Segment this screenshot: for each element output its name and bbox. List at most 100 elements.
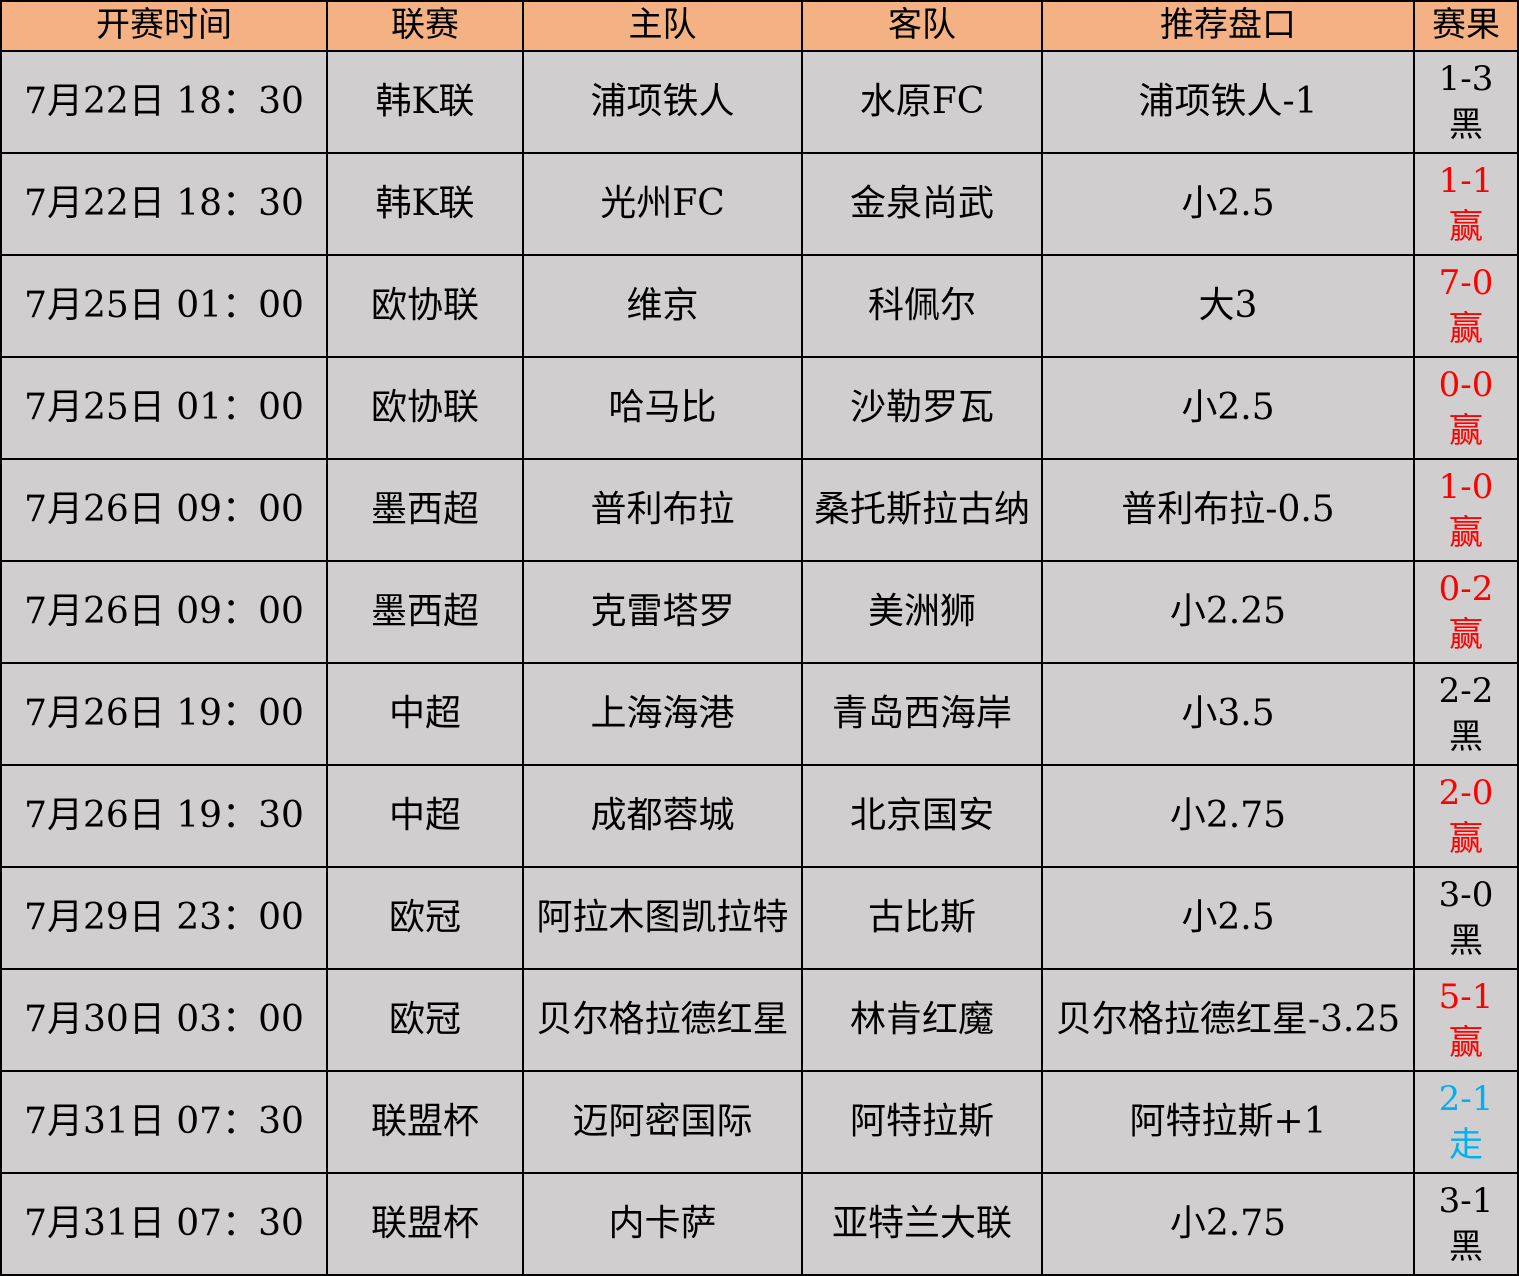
result-score: 7-0: [1438, 263, 1494, 303]
cell-time: 7月26日 09：00: [2, 460, 326, 560]
cell-handicap: 小2.75: [1043, 766, 1413, 866]
result-score: 2-2: [1438, 671, 1494, 711]
result-score: 1-0: [1438, 467, 1494, 507]
cell-league: 联盟杯: [328, 1174, 522, 1274]
cell-result: 2-2 黑: [1415, 664, 1517, 764]
cell-handicap: 小2.75: [1043, 1174, 1413, 1274]
cell-league: 欧协联: [328, 256, 522, 356]
column-header-league: 联赛: [328, 2, 522, 50]
column-header-handicap: 推荐盘口: [1043, 2, 1413, 50]
result-verdict: 黑: [1449, 717, 1483, 757]
cell-home-team: 阿拉木图凯拉特: [524, 868, 801, 968]
cell-away-team: 阿特拉斯: [803, 1072, 1041, 1172]
cell-league: 联盟杯: [328, 1072, 522, 1172]
cell-time: 7月25日 01：00: [2, 256, 326, 356]
cell-time: 7月30日 03：00: [2, 970, 326, 1070]
cell-result: 1-3 黑: [1415, 52, 1517, 152]
cell-time: 7月22日 18：30: [2, 154, 326, 254]
result-score: 3-0: [1438, 875, 1494, 915]
cell-home-team: 维京: [524, 256, 801, 356]
cell-time: 7月22日 18：30: [2, 52, 326, 152]
cell-handicap: 普利布拉-0.5: [1043, 460, 1413, 560]
cell-away-team: 水原FC: [803, 52, 1041, 152]
column-header-home: 主队: [524, 2, 801, 50]
result-score: 0-2: [1438, 569, 1494, 609]
cell-time: 7月29日 23：00: [2, 868, 326, 968]
cell-away-team: 亚特兰大联: [803, 1174, 1041, 1274]
result-score: 2-1: [1438, 1079, 1494, 1119]
cell-time: 7月26日 09：00: [2, 562, 326, 662]
result-score: 2-0: [1438, 773, 1494, 813]
result-score: 1-3: [1438, 59, 1494, 99]
cell-away-team: 金泉尚武: [803, 154, 1041, 254]
cell-home-team: 普利布拉: [524, 460, 801, 560]
cell-time: 7月31日 07：30: [2, 1072, 326, 1172]
result-verdict: 赢: [1449, 615, 1483, 655]
cell-handicap: 阿特拉斯+1: [1043, 1072, 1413, 1172]
cell-time: 7月25日 01：00: [2, 358, 326, 458]
cell-result: 2-0 赢: [1415, 766, 1517, 866]
cell-handicap: 小2.5: [1043, 154, 1413, 254]
cell-away-team: 北京国安: [803, 766, 1041, 866]
cell-result: 2-1 走: [1415, 1072, 1517, 1172]
cell-league: 墨西超: [328, 460, 522, 560]
column-header-away: 客队: [803, 2, 1041, 50]
cell-home-team: 内卡萨: [524, 1174, 801, 1274]
result-verdict: 赢: [1449, 819, 1483, 859]
cell-result: 5-1 赢: [1415, 970, 1517, 1070]
result-verdict: 赢: [1449, 411, 1483, 451]
cell-home-team: 成都蓉城: [524, 766, 801, 866]
cell-league: 墨西超: [328, 562, 522, 662]
cell-result: 7-0 赢: [1415, 256, 1517, 356]
cell-handicap: 浦项铁人-1: [1043, 52, 1413, 152]
result-verdict: 赢: [1449, 1023, 1483, 1063]
cell-result: 3-1 黑: [1415, 1174, 1517, 1274]
cell-away-team: 古比斯: [803, 868, 1041, 968]
cell-result: 3-0 黑: [1415, 868, 1517, 968]
cell-home-team: 克雷塔罗: [524, 562, 801, 662]
cell-time: 7月26日 19：00: [2, 664, 326, 764]
cell-handicap: 小2.5: [1043, 358, 1413, 458]
cell-away-team: 青岛西海岸: [803, 664, 1041, 764]
cell-away-team: 桑托斯拉古纳: [803, 460, 1041, 560]
cell-league: 韩K联: [328, 154, 522, 254]
cell-league: 欧冠: [328, 868, 522, 968]
cell-handicap: 小3.5: [1043, 664, 1413, 764]
cell-result: 0-0 赢: [1415, 358, 1517, 458]
column-header-result: 赛果: [1415, 2, 1517, 50]
result-score: 1-1: [1438, 161, 1494, 201]
cell-home-team: 上海海港: [524, 664, 801, 764]
cell-time: 7月26日 19：30: [2, 766, 326, 866]
cell-home-team: 贝尔格拉德红星: [524, 970, 801, 1070]
result-score: 3-1: [1438, 1181, 1494, 1221]
column-header-time: 开赛时间: [2, 2, 326, 50]
cell-home-team: 浦项铁人: [524, 52, 801, 152]
result-verdict: 黑: [1449, 1227, 1483, 1267]
result-verdict: 赢: [1449, 309, 1483, 349]
cell-handicap: 大3: [1043, 256, 1413, 356]
cell-away-team: 沙勒罗瓦: [803, 358, 1041, 458]
cell-result: 0-2 赢: [1415, 562, 1517, 662]
cell-league: 欧冠: [328, 970, 522, 1070]
cell-away-team: 美洲狮: [803, 562, 1041, 662]
cell-league: 中超: [328, 664, 522, 764]
result-verdict: 黑: [1449, 105, 1483, 145]
cell-league: 欧协联: [328, 358, 522, 458]
cell-away-team: 林肯红魔: [803, 970, 1041, 1070]
cell-league: 韩K联: [328, 52, 522, 152]
cell-handicap: 小2.5: [1043, 868, 1413, 968]
result-verdict: 黑: [1449, 921, 1483, 961]
cell-away-team: 科佩尔: [803, 256, 1041, 356]
cell-result: 1-0 赢: [1415, 460, 1517, 560]
result-verdict: 走: [1449, 1125, 1483, 1165]
result-verdict: 赢: [1449, 207, 1483, 247]
cell-home-team: 迈阿密国际: [524, 1072, 801, 1172]
result-score: 0-0: [1438, 365, 1494, 405]
result-score: 5-1: [1438, 977, 1494, 1017]
cell-home-team: 光州FC: [524, 154, 801, 254]
cell-time: 7月31日 07：30: [2, 1174, 326, 1274]
cell-league: 中超: [328, 766, 522, 866]
cell-home-team: 哈马比: [524, 358, 801, 458]
result-verdict: 赢: [1449, 513, 1483, 553]
